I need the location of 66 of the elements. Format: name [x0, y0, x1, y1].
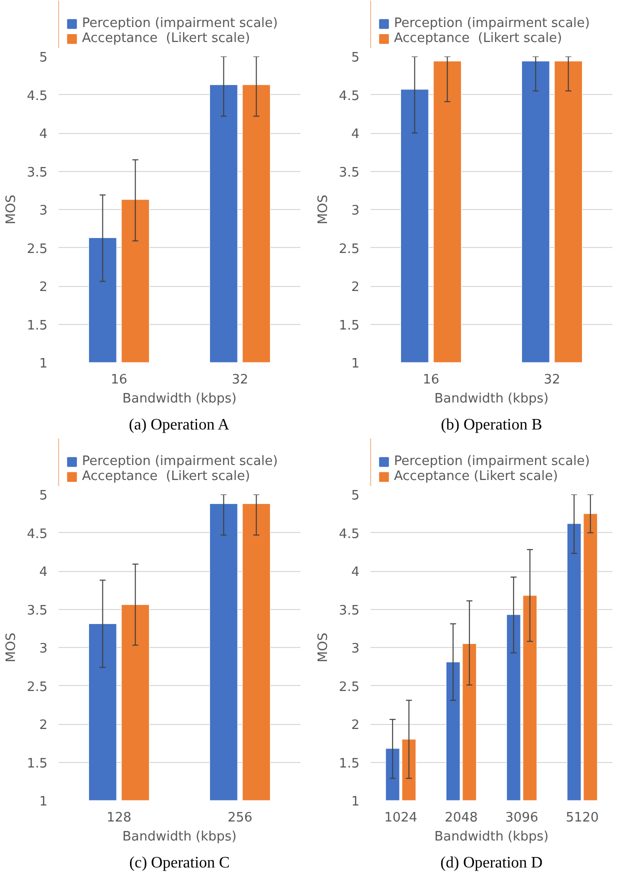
y-tick-label: 4.5	[338, 526, 360, 542]
legend-label: Acceptance (Likert scale)	[82, 469, 250, 484]
y-tick-label: 2.5	[338, 680, 360, 695]
y-tick-label: 1	[39, 794, 48, 810]
x-axis-title: Bandwidth (kbps)	[122, 392, 237, 406]
legend-label: Perception (impairment scale)	[82, 454, 278, 469]
y-tick-label: 5	[39, 50, 48, 66]
x-tick-label: 2048	[444, 810, 478, 826]
y-tick-label: 3.5	[338, 603, 360, 618]
legend-label: Acceptance (Likert scale)	[394, 469, 558, 484]
y-tick-label: 1.5	[26, 756, 48, 772]
text: (a) Operation A	[128, 416, 230, 434]
x-axis-title: Bandwidth (kbps)	[122, 830, 237, 844]
x-axis-title: Bandwidth (kbps)	[434, 830, 549, 844]
y-tick-label: 1	[351, 356, 360, 372]
y-axis-title: MOS	[4, 632, 19, 662]
x-tick-label: 32	[232, 372, 248, 388]
text: (c) Operation C	[129, 854, 230, 872]
y-tick-label: 2.5	[338, 242, 360, 257]
y-tick-label: 2	[39, 718, 48, 733]
y-tick-label: 2.5	[26, 680, 48, 695]
y-tick-label: 2	[351, 280, 360, 295]
y-tick-label: 3.5	[338, 165, 360, 180]
x-tick-label: 1024	[384, 810, 418, 826]
text: (b) Operation B	[440, 416, 542, 434]
y-tick-label: 5	[351, 50, 360, 66]
y-tick-label: 4	[39, 565, 48, 580]
legend-label: Perception (impairment scale)	[394, 454, 590, 469]
legend-label: Perception (impairment scale)	[394, 16, 590, 31]
y-tick-label: 5	[351, 488, 360, 504]
y-tick-label: 3	[351, 642, 360, 656]
y-tick-label: 2	[351, 718, 360, 733]
y-tick-label: 4	[39, 127, 48, 142]
y-tick-label: 4	[351, 127, 360, 142]
y-axis-title: MOS	[316, 194, 331, 224]
y-tick-label: 3.5	[26, 603, 48, 618]
legend-label: Acceptance (Likert scale)	[394, 31, 562, 46]
y-tick-label: 1	[39, 356, 48, 372]
y-axis-title: MOS	[4, 194, 19, 224]
y-tick-label: 2	[39, 280, 48, 295]
text: (d) Operation D	[440, 854, 543, 872]
y-tick-label: 2.5	[26, 242, 48, 257]
y-tick-label: 1.5	[26, 318, 48, 334]
x-tick-label: 256	[228, 810, 252, 826]
x-tick-label: 3096	[505, 810, 538, 826]
legend-label: Acceptance (Likert scale)	[82, 31, 250, 46]
x-tick-label: 32	[544, 372, 560, 388]
x-tick-label: 16	[422, 372, 440, 388]
x-tick-label: 16	[110, 372, 128, 388]
y-tick-label: 5	[39, 488, 48, 504]
x-axis-title: Bandwidth (kbps)	[434, 392, 549, 406]
y-tick-label: 3	[39, 642, 48, 656]
y-tick-label: 4	[351, 565, 360, 580]
y-tick-label: 3	[351, 204, 360, 218]
y-tick-label: 3	[39, 204, 48, 218]
x-tick-label: 5120	[566, 810, 599, 826]
y-tick-label: 1.5	[338, 756, 360, 772]
y-tick-label: 4.5	[26, 88, 48, 104]
y-tick-label: 4.5	[338, 88, 360, 104]
x-tick-label: 128	[106, 810, 132, 826]
y-tick-label: 1	[351, 794, 360, 810]
y-tick-label: 4.5	[26, 526, 48, 542]
y-tick-label: 1.5	[338, 318, 360, 334]
y-tick-label: 3.5	[26, 165, 48, 180]
y-axis-title: MOS	[316, 632, 331, 662]
legend-label: Perception (impairment scale)	[82, 16, 278, 31]
